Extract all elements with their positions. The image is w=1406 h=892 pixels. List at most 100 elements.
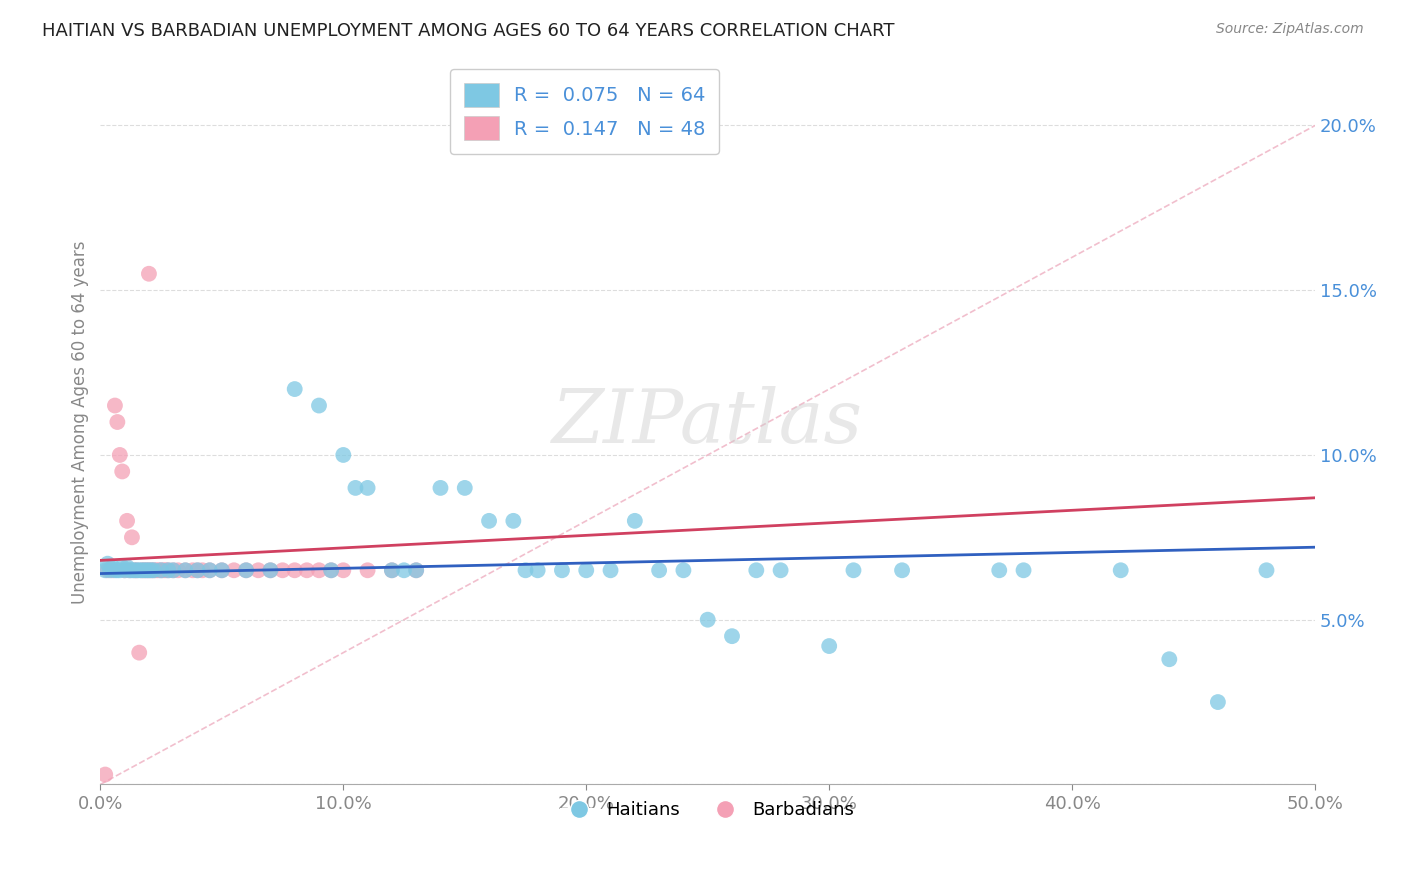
Point	[108, 563, 131, 577]
Point	[105, 415, 128, 429]
Point	[111, 560, 134, 574]
Point	[392, 563, 415, 577]
Point	[142, 563, 165, 577]
Point	[142, 563, 165, 577]
Y-axis label: Unemployment Among Ages 60 to 64 years: Unemployment Among Ages 60 to 64 years	[72, 240, 89, 604]
Point	[332, 563, 354, 577]
Point	[344, 481, 367, 495]
Point	[478, 514, 501, 528]
Point	[155, 563, 177, 577]
Point	[891, 563, 914, 577]
Point	[284, 382, 307, 396]
Point	[721, 629, 744, 643]
Point	[295, 563, 318, 577]
Point	[121, 530, 143, 544]
Point	[818, 639, 841, 653]
Point	[181, 563, 204, 577]
Point	[198, 563, 221, 577]
Point	[332, 448, 354, 462]
Point	[405, 563, 427, 577]
Point	[429, 481, 451, 495]
Text: Source: ZipAtlas.com: Source: ZipAtlas.com	[1216, 22, 1364, 37]
Point	[988, 563, 1011, 577]
Point	[405, 563, 427, 577]
Point	[599, 563, 621, 577]
Point	[135, 563, 157, 577]
Point	[502, 514, 524, 528]
Text: HAITIAN VS BARBADIAN UNEMPLOYMENT AMONG AGES 60 TO 64 YEARS CORRELATION CHART: HAITIAN VS BARBADIAN UNEMPLOYMENT AMONG …	[42, 22, 894, 40]
Point	[131, 563, 153, 577]
Point	[235, 563, 257, 577]
Point	[98, 563, 121, 577]
Point	[551, 563, 574, 577]
Point	[145, 563, 167, 577]
Point	[284, 563, 307, 577]
Point	[381, 563, 404, 577]
Point	[624, 514, 647, 528]
Point	[94, 563, 117, 577]
Point	[271, 563, 294, 577]
Point	[101, 563, 124, 577]
Point	[167, 563, 190, 577]
Point	[259, 563, 281, 577]
Point	[105, 563, 128, 577]
Legend: Haitians, Barbadians: Haitians, Barbadians	[554, 794, 862, 826]
Point	[162, 563, 184, 577]
Point	[118, 563, 141, 577]
Point	[118, 563, 141, 577]
Point	[162, 563, 184, 577]
Point	[186, 563, 208, 577]
Point	[132, 563, 155, 577]
Point	[222, 563, 245, 577]
Point	[356, 481, 378, 495]
Point	[121, 563, 143, 577]
Point	[356, 563, 378, 577]
Point	[157, 563, 180, 577]
Point	[526, 563, 548, 577]
Point	[381, 563, 404, 577]
Point	[104, 399, 127, 413]
Point	[321, 563, 343, 577]
Point	[141, 563, 163, 577]
Point	[696, 613, 718, 627]
Point	[648, 563, 671, 577]
Point	[308, 563, 330, 577]
Point	[745, 563, 768, 577]
Text: ZIPatlas: ZIPatlas	[553, 385, 863, 458]
Point	[111, 465, 134, 479]
Point	[211, 563, 233, 577]
Point	[1206, 695, 1229, 709]
Point	[198, 563, 221, 577]
Point	[247, 563, 270, 577]
Point	[114, 563, 136, 577]
Point	[186, 563, 208, 577]
Point	[454, 481, 477, 495]
Point	[152, 563, 174, 577]
Point	[191, 563, 214, 577]
Point	[125, 563, 148, 577]
Point	[114, 563, 136, 577]
Point	[259, 563, 281, 577]
Point	[97, 563, 120, 577]
Point	[174, 563, 197, 577]
Point	[235, 563, 257, 577]
Point	[132, 563, 155, 577]
Point	[308, 399, 330, 413]
Point	[124, 563, 146, 577]
Point	[148, 563, 170, 577]
Point	[108, 448, 131, 462]
Point	[131, 563, 153, 577]
Point	[842, 563, 865, 577]
Point	[1109, 563, 1132, 577]
Point	[575, 563, 598, 577]
Point	[150, 563, 173, 577]
Point	[104, 563, 127, 577]
Point	[124, 563, 146, 577]
Point	[672, 563, 695, 577]
Point	[211, 563, 233, 577]
Point	[94, 767, 117, 781]
Point	[128, 563, 150, 577]
Point	[138, 563, 160, 577]
Point	[1012, 563, 1035, 577]
Point	[97, 557, 120, 571]
